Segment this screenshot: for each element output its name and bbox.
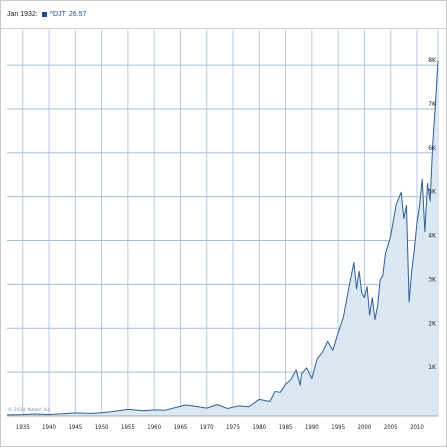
x-tick-label-1950: 1950 (95, 424, 109, 431)
x-tick-label-1945: 1945 (68, 424, 82, 431)
legend-series-name: ^DJT (49, 11, 66, 18)
legend-swatch (41, 12, 47, 17)
x-tick-label-1940: 1940 (42, 424, 56, 431)
x-axis-labels: 1935 1940 1945 1950 1955 1960 1965 1970 1975 1980… (7, 415, 438, 431)
x-tick-label-2000: 2000 (358, 424, 372, 431)
y-tick-label-3K: 3K (428, 276, 437, 283)
y-tick-label-8K: 8K (428, 57, 437, 64)
y-tick-label-6K: 6K (428, 145, 437, 152)
x-tick-label-1975: 1975 (226, 424, 240, 431)
y-tick-label-7K: 7K (428, 101, 437, 108)
x-tick-label-1960: 1960 (147, 424, 161, 431)
x-tick-label-1990: 1990 (305, 424, 319, 431)
x-tick-label-1935: 1935 (16, 424, 30, 431)
horizontal-grid (7, 64, 438, 373)
x-tick-label-1965: 1965 (174, 424, 188, 431)
legend-bar: Jan 1932: ^DJT 26.57 (1, 1, 446, 29)
series-line (6, 60, 439, 416)
x-tick-label-1985: 1985 (279, 424, 293, 431)
legend-series-value: 26.57 (68, 11, 87, 18)
x-tick-label-1980: 1980 (252, 424, 266, 431)
y-tick-label-4K: 4K (428, 233, 437, 240)
legend-date: Jan 1932: (7, 11, 38, 18)
copyright-text: © 2014 Yahoo! Inc. (8, 406, 51, 413)
y-axis-labels: 1K 2K 3K 4K 5K 6K 7K 8K (428, 57, 437, 371)
y-tick-label-5K: 5K (428, 189, 437, 196)
series-area-fill (7, 60, 438, 416)
x-tick-label-1995: 1995 (331, 424, 345, 431)
x-tick-label-2005: 2005 (384, 424, 398, 431)
x-tick-label-1955: 1955 (121, 424, 135, 431)
x-tick-label-1970: 1970 (200, 424, 214, 431)
x-tick-label-2010: 2010 (410, 424, 424, 431)
y-tick-label-1K: 1K (428, 364, 437, 371)
y-tick-label-2K: 2K (428, 320, 437, 327)
